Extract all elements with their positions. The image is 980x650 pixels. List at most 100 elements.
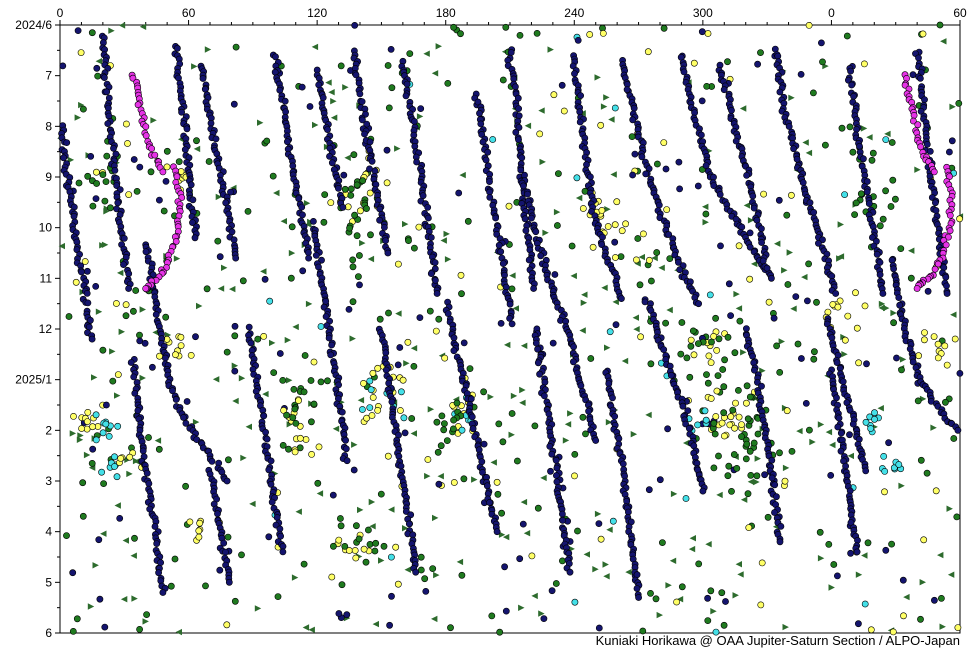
triangle-marker xyxy=(523,530,531,537)
navy-point xyxy=(549,339,557,347)
navy-track-point xyxy=(363,120,371,128)
cyan-point xyxy=(366,377,374,385)
triangle-marker xyxy=(567,410,574,417)
green-point xyxy=(417,566,425,574)
green-point xyxy=(869,149,877,157)
yellow-point xyxy=(560,107,568,115)
triangle-marker xyxy=(594,74,601,81)
navy-track-point xyxy=(450,347,458,355)
navy-track-point xyxy=(212,135,220,143)
triangle-marker xyxy=(416,113,424,120)
navy-point xyxy=(69,569,77,577)
navy-track-point xyxy=(728,107,735,114)
navy-point xyxy=(956,369,964,377)
navy-track-point xyxy=(576,118,584,126)
triangle-marker xyxy=(702,219,709,226)
triangle-marker xyxy=(802,139,809,146)
green-point xyxy=(887,203,895,210)
navy-point xyxy=(231,322,239,330)
green-point xyxy=(99,171,107,178)
triangle-marker xyxy=(531,592,538,600)
green-point xyxy=(292,419,300,427)
navy-track-point xyxy=(525,256,533,264)
navy-track-point xyxy=(207,119,215,127)
navy-track-point xyxy=(806,199,814,207)
navy-track-point xyxy=(189,196,197,204)
green-point xyxy=(406,50,414,57)
navy-track-point xyxy=(932,207,940,214)
green-point xyxy=(109,377,117,385)
navy-track-point xyxy=(169,387,176,395)
green-point xyxy=(955,100,963,107)
navy-point xyxy=(388,592,395,600)
triangle-marker xyxy=(751,260,758,268)
triangle-marker xyxy=(403,360,410,367)
cyan-point xyxy=(609,517,617,525)
triangle-marker xyxy=(877,405,884,412)
triangle-marker xyxy=(432,514,439,522)
navy-track-point xyxy=(749,192,757,200)
navy-point xyxy=(746,229,754,237)
triangle-marker xyxy=(308,626,315,633)
green-point xyxy=(440,426,448,434)
navy-track-point xyxy=(388,398,396,406)
yellow-point xyxy=(172,351,179,359)
green-point xyxy=(710,464,718,472)
yellow-point xyxy=(721,432,728,440)
navy-track-point xyxy=(338,408,346,416)
triangle-marker xyxy=(118,328,125,335)
triangle-marker xyxy=(603,573,610,580)
magenta-track-point xyxy=(931,265,939,273)
yellow-point xyxy=(186,518,194,526)
navy-point xyxy=(435,480,443,488)
navy-point xyxy=(93,64,101,72)
navy-track-point xyxy=(629,116,637,124)
yellow-point xyxy=(84,418,91,425)
navy-track-point xyxy=(618,295,625,302)
green-point xyxy=(136,331,143,339)
navy-track-point xyxy=(380,223,388,231)
green-point xyxy=(559,557,566,565)
navy-track-point xyxy=(609,394,616,402)
navy-point xyxy=(662,165,670,173)
navy-track-point xyxy=(921,96,928,103)
navy-track-point xyxy=(467,395,475,403)
navy-point xyxy=(574,37,582,44)
navy-track-point xyxy=(304,249,312,256)
triangle-marker xyxy=(669,557,677,564)
green-point xyxy=(205,158,213,165)
navy-track-point xyxy=(495,241,503,249)
navy-track-point xyxy=(384,249,392,257)
yellow-point xyxy=(295,397,302,404)
triangle-marker xyxy=(328,89,335,96)
navy-track-point xyxy=(682,420,689,428)
triangle-marker xyxy=(883,304,890,312)
green-point xyxy=(715,335,723,343)
triangle-marker xyxy=(311,43,319,51)
green-point xyxy=(636,281,644,289)
navy-track-point xyxy=(774,52,782,60)
navy-track-point xyxy=(815,239,822,247)
y-tick-label: 8 xyxy=(45,119,52,133)
green-point xyxy=(429,565,437,572)
navy-track-point xyxy=(492,214,499,222)
yellow-point xyxy=(930,333,938,340)
green-point xyxy=(864,539,872,547)
green-point xyxy=(555,170,562,177)
navy-point xyxy=(298,83,306,91)
navy-point xyxy=(329,491,337,499)
green-point xyxy=(736,317,744,325)
triangle-marker xyxy=(424,472,431,480)
navy-track-point xyxy=(552,456,560,464)
triangle-marker xyxy=(825,428,833,436)
x-tick-label: 60 xyxy=(182,6,196,20)
triangle-marker xyxy=(126,470,133,478)
triangle-marker xyxy=(249,500,256,508)
navy-track-point xyxy=(853,125,860,133)
yellow-point xyxy=(788,191,795,199)
green-point xyxy=(231,332,239,340)
green-point xyxy=(617,253,625,260)
navy-track-point xyxy=(305,254,312,262)
navy-track-point xyxy=(746,243,754,251)
navy-track-point xyxy=(101,74,108,81)
